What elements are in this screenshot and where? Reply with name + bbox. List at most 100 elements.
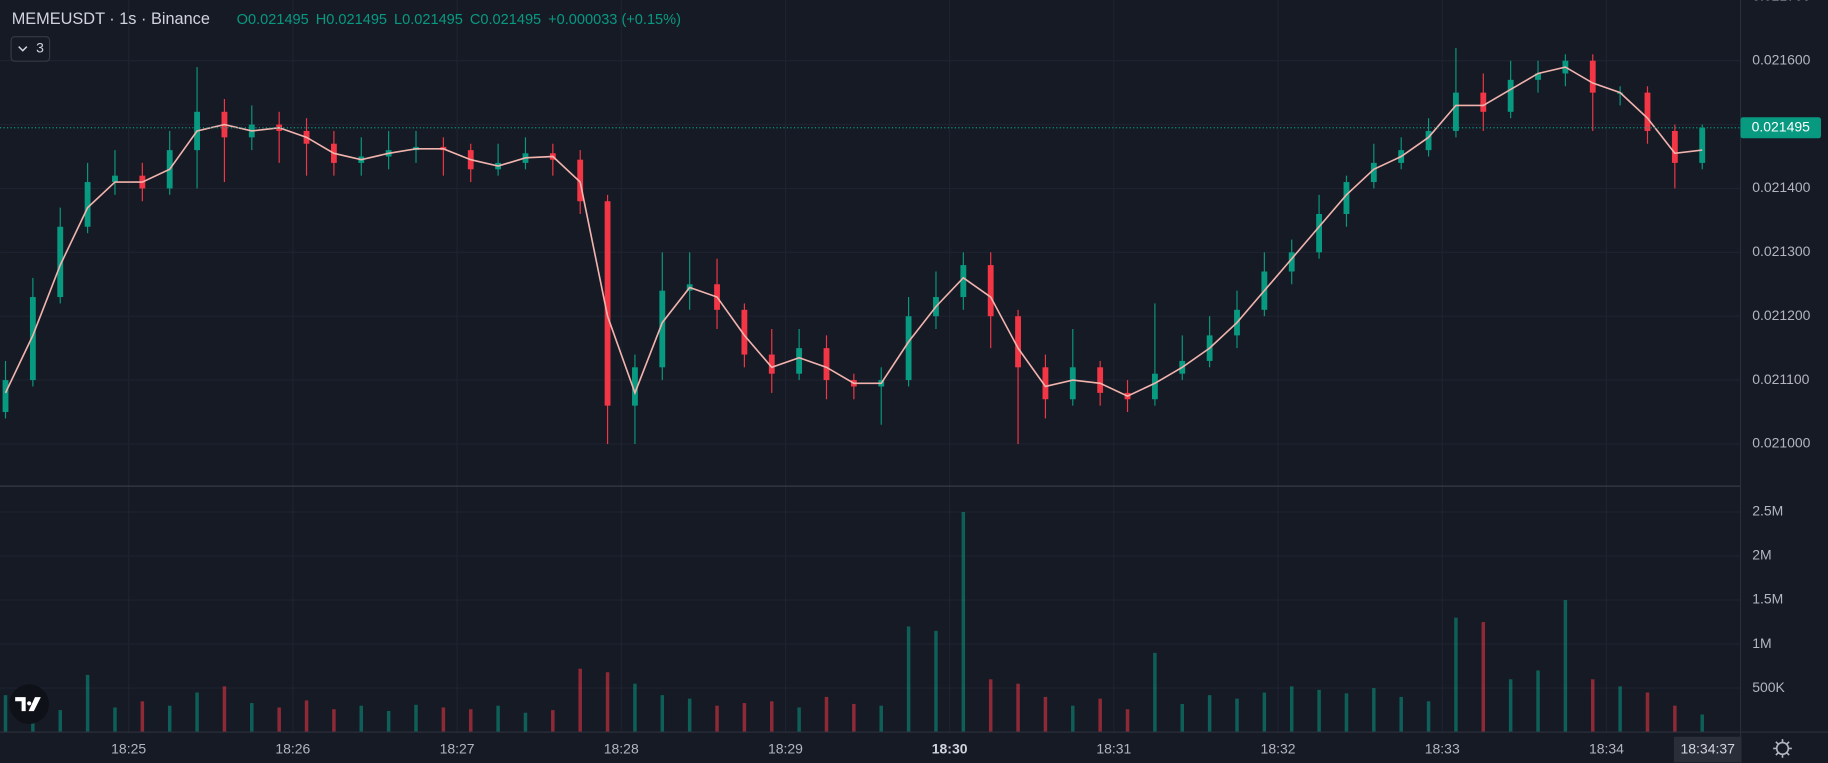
- volume-bar: [852, 703, 856, 733]
- candle-body: [1151, 373, 1158, 400]
- indicator-count: 3: [36, 40, 44, 56]
- candle-body: [1097, 367, 1104, 393]
- volume-bar: [1262, 692, 1267, 733]
- volume-bar: [988, 679, 993, 733]
- volume-bar: [1016, 683, 1020, 733]
- ohlc-label: H: [316, 12, 327, 28]
- volume-bar: [906, 626, 911, 733]
- volume-bar: [1645, 692, 1650, 733]
- volume-bar: [195, 692, 199, 733]
- candle-body: [1370, 162, 1377, 183]
- volume-bar: [58, 710, 62, 733]
- volume-bar: [1317, 689, 1321, 733]
- volume-bar: [934, 630, 938, 733]
- volume-bar: [1426, 701, 1431, 733]
- volume-bar: [222, 686, 227, 733]
- x-tick-label: 18:34: [1589, 740, 1624, 756]
- x-tick-label: 18:25: [111, 740, 146, 756]
- ohlc-value: 0.021495: [248, 12, 309, 28]
- volume-bar: [687, 698, 692, 733]
- x-tick-label: 18:26: [275, 740, 310, 756]
- volume-bar: [1673, 705, 1677, 733]
- candle-body: [112, 175, 118, 183]
- candle-body: [577, 159, 584, 202]
- candle-body: [1699, 127, 1706, 163]
- y-tick-label: 0.021000: [1752, 435, 1810, 451]
- volume-bar: [113, 707, 117, 733]
- ohlc-legend: O0.021495 H0.021495 L0.021495 C0.021495 +0.0…: [237, 12, 681, 28]
- volume-bar: [824, 696, 829, 733]
- y-tick-label: 0.021600: [1752, 51, 1810, 67]
- candle-body: [1343, 182, 1350, 214]
- x-tick-label: 18:28: [604, 740, 639, 756]
- volume-bar: [742, 703, 747, 733]
- ohlc-value: 0.021495: [402, 12, 463, 28]
- x-tick-label: 18:33: [1425, 740, 1460, 756]
- volume-bar: [1618, 686, 1622, 733]
- y2-tick-label: 500K: [1752, 679, 1785, 695]
- volume-bar: [167, 705, 172, 733]
- chevron-icon: [18, 46, 28, 52]
- y-tick-label: 0.021700: [1752, 0, 1810, 3]
- volume-bar: [1372, 688, 1376, 733]
- candle-body: [1480, 92, 1487, 112]
- y-tick-label: 0.021400: [1752, 179, 1810, 195]
- candle-body: [1425, 130, 1432, 151]
- volume-bar: [1481, 622, 1486, 733]
- y2-tick-label: 2.5M: [1752, 503, 1783, 519]
- ohlc-value: 0.021495: [480, 12, 541, 28]
- volume-bar: [1235, 698, 1239, 733]
- volume-bar: [250, 703, 254, 733]
- moving-average-line: [4, 66, 1703, 397]
- candle-body: [604, 201, 611, 406]
- candle-body: [796, 348, 803, 374]
- last-price-box: [1740, 117, 1821, 139]
- volume-bar: [496, 705, 500, 733]
- volume-bar: [797, 707, 801, 733]
- volume-bar: [1344, 693, 1349, 733]
- volume-bar: [1289, 686, 1294, 733]
- volume-bar: [140, 701, 145, 733]
- candle-body: [2, 380, 9, 413]
- volume-bar: [85, 674, 90, 733]
- settings-button[interactable]: [1773, 739, 1792, 758]
- volume-bar: [304, 700, 309, 733]
- y-tick-label: 0.021200: [1752, 307, 1810, 323]
- volume-bar: [277, 707, 281, 733]
- volume-layer: [3, 512, 1704, 733]
- volume-bar: [1536, 670, 1540, 733]
- candle-body: [1589, 60, 1596, 93]
- indicator-badge[interactable]: 3: [10, 36, 51, 62]
- candle-body: [741, 309, 748, 355]
- x-tick-label: 18:29: [768, 740, 803, 756]
- symbol-title: MEMEUSDT · 1s · Binance: [12, 10, 210, 28]
- volume-bar: [715, 705, 719, 733]
- badge-box[interactable]: [10, 36, 51, 62]
- candle-body: [1453, 92, 1459, 131]
- candle-body: [84, 182, 91, 227]
- candle-body: [632, 367, 638, 406]
- volume-bar: [1153, 652, 1157, 733]
- volume-bar: [1563, 600, 1568, 733]
- ohlc-label: O: [237, 12, 248, 28]
- candle-body: [1671, 130, 1678, 163]
- candle-body: [57, 226, 64, 298]
- volume-bar: [359, 705, 364, 733]
- volume-bar: [551, 710, 555, 733]
- ohlc-value: 0.021495: [326, 12, 387, 28]
- volume-bar: [1508, 679, 1513, 733]
- y-tick-label: 0.021100: [1752, 371, 1809, 387]
- grid-layer: [0, 0, 1741, 733]
- volume-bar: [660, 695, 665, 733]
- candle-body: [1015, 316, 1021, 368]
- tradingview-logo[interactable]: [9, 684, 49, 724]
- candle-body: [1042, 367, 1049, 400]
- volume-bar: [1098, 698, 1102, 733]
- candle-body: [1507, 79, 1514, 112]
- volume-bar: [468, 709, 473, 733]
- volume-bar: [1591, 679, 1595, 733]
- candle-body: [905, 316, 912, 381]
- volume-bar: [1125, 709, 1130, 733]
